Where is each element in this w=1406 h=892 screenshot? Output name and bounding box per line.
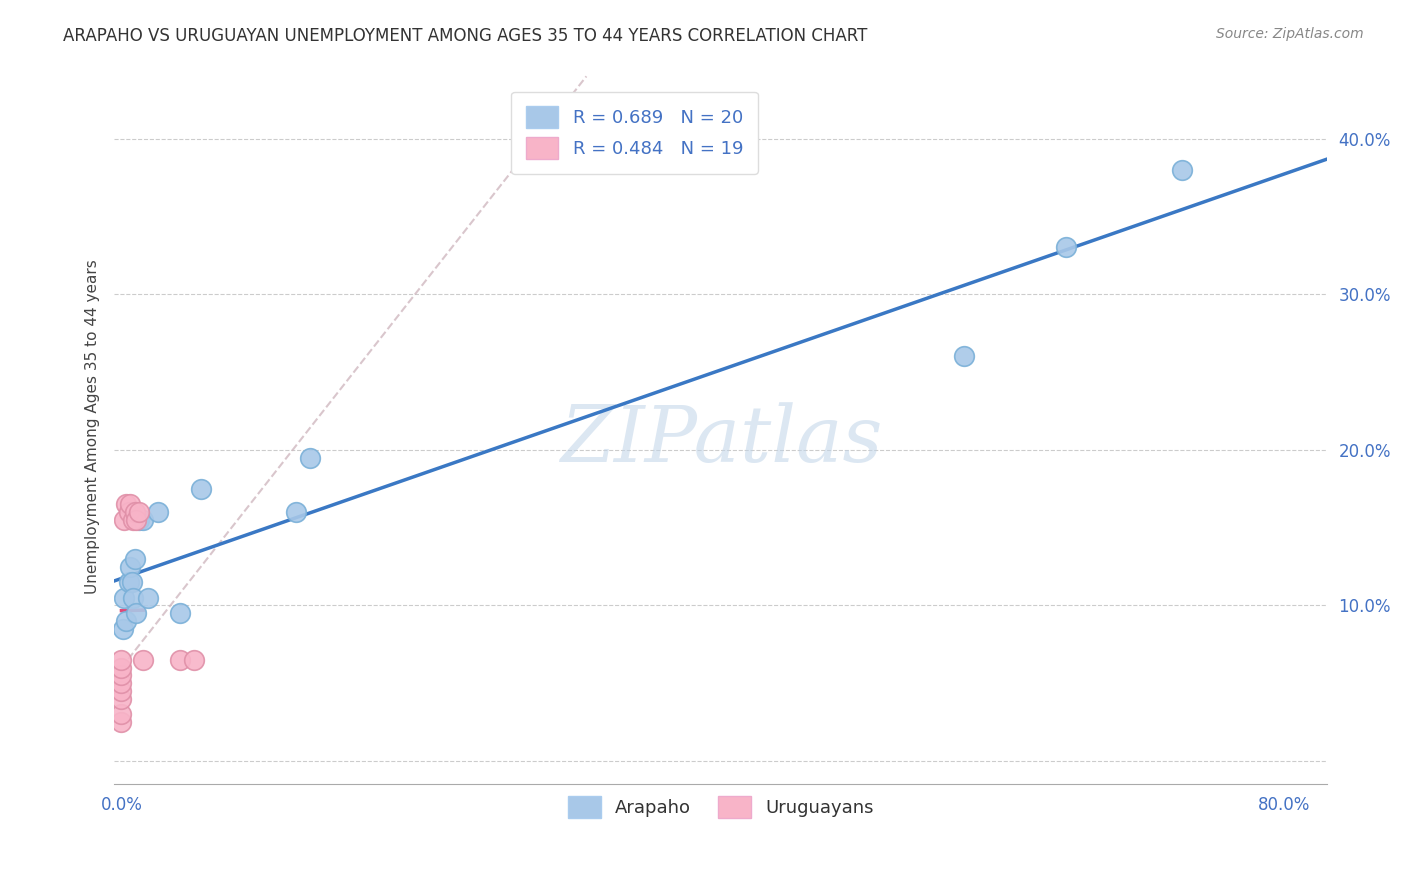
Point: [1171, 162, 1194, 177]
Point: [110, 691, 132, 706]
Point: [110, 653, 132, 667]
Point: [120, 497, 142, 511]
Point: [110, 661, 132, 675]
Point: [128, 505, 150, 519]
Point: [112, 591, 135, 605]
Point: [110, 684, 132, 698]
Text: ZIPatlas: ZIPatlas: [560, 402, 882, 479]
Y-axis label: Unemployment Among Ages 35 to 44 years: Unemployment Among Ages 35 to 44 years: [86, 259, 100, 594]
Point: [118, 505, 141, 519]
Point: [146, 505, 169, 519]
Point: [136, 591, 159, 605]
Point: [122, 513, 145, 527]
Point: [124, 551, 146, 566]
Point: [190, 482, 212, 496]
Point: [110, 676, 132, 690]
Point: [120, 559, 142, 574]
Point: [118, 575, 141, 590]
Point: [124, 505, 146, 519]
Point: [299, 450, 322, 465]
Point: [122, 591, 145, 605]
Legend: Arapaho, Uruguayans: Arapaho, Uruguayans: [561, 789, 880, 825]
Point: [110, 707, 132, 722]
Point: [953, 350, 976, 364]
Point: [169, 606, 191, 620]
Point: [121, 575, 143, 590]
Point: [114, 497, 136, 511]
Point: [284, 505, 307, 519]
Point: [1054, 240, 1077, 254]
Point: [132, 513, 155, 527]
Text: ARAPAHO VS URUGUAYAN UNEMPLOYMENT AMONG AGES 35 TO 44 YEARS CORRELATION CHART: ARAPAHO VS URUGUAYAN UNEMPLOYMENT AMONG …: [63, 27, 868, 45]
Text: Source: ZipAtlas.com: Source: ZipAtlas.com: [1216, 27, 1364, 41]
Point: [110, 715, 132, 730]
Point: [112, 513, 135, 527]
Point: [183, 653, 205, 667]
Point: [132, 653, 155, 667]
Point: [125, 606, 148, 620]
Point: [114, 614, 136, 628]
Point: [169, 653, 191, 667]
Point: [128, 513, 150, 527]
Point: [111, 622, 134, 636]
Point: [110, 668, 132, 682]
Point: [125, 513, 148, 527]
